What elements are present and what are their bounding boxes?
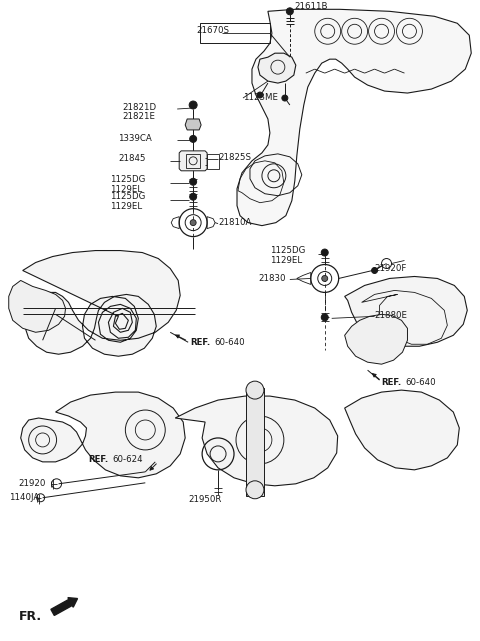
Circle shape: [246, 381, 264, 399]
Text: 21825S: 21825S: [218, 153, 251, 162]
Text: 21611B: 21611B: [295, 2, 328, 11]
Circle shape: [282, 95, 288, 101]
Circle shape: [189, 101, 197, 109]
Text: 21920: 21920: [19, 479, 46, 488]
Text: REF.: REF.: [190, 338, 210, 347]
Text: 1129EL: 1129EL: [110, 202, 143, 211]
Polygon shape: [21, 392, 185, 478]
Bar: [186, 154, 200, 168]
Polygon shape: [9, 281, 66, 332]
Polygon shape: [237, 10, 471, 226]
Text: REF.: REF.: [382, 378, 402, 387]
Text: 21821D: 21821D: [122, 103, 156, 112]
Polygon shape: [185, 119, 201, 130]
Text: 60-640: 60-640: [406, 378, 436, 387]
Text: 21880E: 21880E: [374, 311, 408, 320]
Text: 21810A: 21810A: [218, 218, 252, 227]
Text: 1129EL: 1129EL: [270, 256, 302, 265]
Circle shape: [321, 249, 328, 256]
Text: 21845: 21845: [119, 154, 146, 163]
Polygon shape: [175, 396, 338, 486]
Polygon shape: [345, 390, 459, 470]
Text: 1125DG: 1125DG: [270, 246, 305, 255]
Text: 1339CA: 1339CA: [119, 135, 152, 144]
Circle shape: [190, 135, 197, 142]
Text: FR.: FR.: [19, 610, 42, 623]
Circle shape: [322, 276, 328, 281]
Polygon shape: [345, 314, 408, 364]
Text: 21670S: 21670S: [196, 26, 229, 35]
Text: 21830: 21830: [258, 274, 286, 283]
Text: 21821E: 21821E: [122, 112, 156, 122]
Bar: [246, 388, 264, 495]
Text: 1125DG: 1125DG: [110, 175, 146, 184]
Circle shape: [321, 314, 328, 321]
Polygon shape: [258, 53, 296, 83]
Text: 1125DG: 1125DG: [110, 192, 146, 201]
Text: 60-640: 60-640: [214, 338, 245, 347]
Text: 1129EL: 1129EL: [110, 185, 143, 194]
Text: REF.: REF.: [88, 455, 109, 464]
Text: 1140JA: 1140JA: [9, 494, 39, 503]
Polygon shape: [23, 251, 180, 356]
Circle shape: [257, 92, 263, 98]
Circle shape: [246, 481, 264, 499]
Polygon shape: [179, 151, 207, 171]
Text: 21920F: 21920F: [374, 264, 407, 273]
Bar: [200, 23, 270, 43]
Circle shape: [190, 220, 196, 226]
Polygon shape: [345, 276, 467, 346]
Text: 1123ME: 1123ME: [243, 92, 278, 101]
Circle shape: [190, 193, 197, 200]
Circle shape: [287, 8, 293, 15]
Text: 21950R: 21950R: [188, 495, 222, 504]
Circle shape: [372, 267, 378, 274]
Circle shape: [190, 178, 197, 185]
Text: 60-624: 60-624: [112, 455, 143, 464]
FancyArrow shape: [51, 597, 77, 615]
